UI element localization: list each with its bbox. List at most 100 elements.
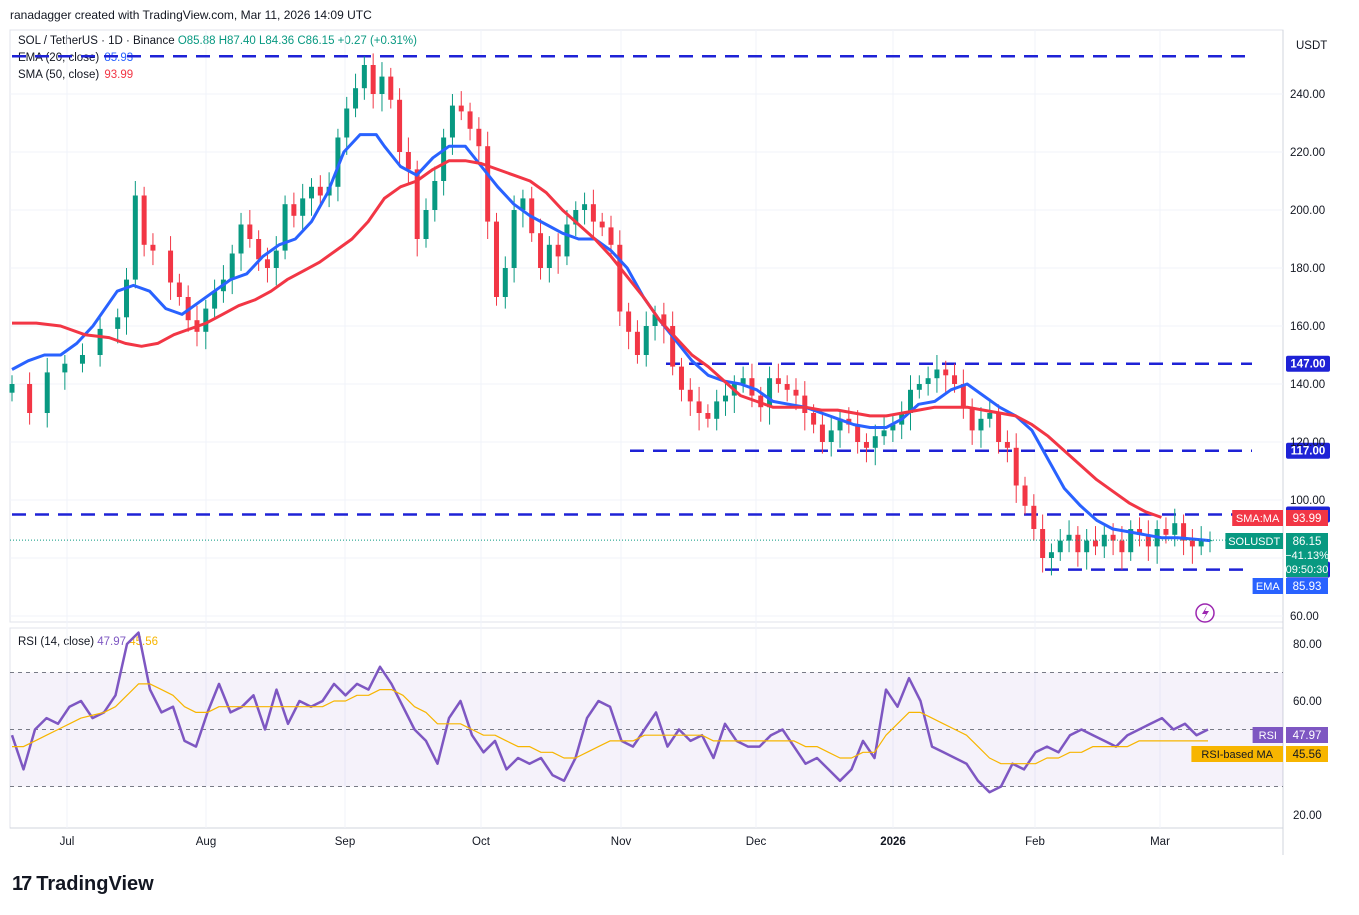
candle-body: [652, 314, 658, 326]
axis-labels: 60.00 80.00 100.00 120.00 140.00 160.00 180.00…: [60, 40, 1328, 848]
candle-body: [291, 204, 297, 216]
candle-body: [458, 105, 464, 112]
candle-body: [97, 328, 103, 355]
ema-tag-label: EMA: [1256, 581, 1281, 593]
level-tag-label: 147.00: [1290, 359, 1325, 371]
candle-body: [855, 424, 861, 442]
rsi-legend[interactable]: RSI (14, close) 47.97 45.56: [18, 636, 158, 648]
candle-body: [1013, 447, 1019, 486]
candle-body: [1040, 529, 1046, 558]
candle-body: [441, 137, 447, 181]
candle-body: [802, 395, 808, 413]
rsi-tag-value: 47.97: [1293, 730, 1322, 742]
sma-tag-label: SMA:MA: [1236, 513, 1280, 525]
candle-body: [379, 76, 385, 94]
ema-legend[interactable]: EMA (20, close) 85.93: [18, 52, 133, 64]
price-tick-label: 220.00: [1290, 147, 1325, 159]
candle-body: [599, 221, 605, 228]
rsi-tick-label: 20.00: [1293, 810, 1322, 822]
candle-body: [432, 181, 438, 210]
sma-tag-value-bg: [1286, 510, 1328, 526]
candle-body: [1172, 523, 1178, 535]
candle-body: [9, 384, 15, 393]
lightning-icon[interactable]: [1195, 603, 1215, 623]
candle-body: [168, 250, 174, 283]
candle-body: [661, 314, 667, 326]
attribution-text: ranadagger created with TradingView.com,…: [10, 8, 372, 22]
rsi-ma-line: [12, 683, 1208, 765]
tradingview-brand: TradingView: [36, 873, 154, 895]
candle-body: [229, 253, 235, 280]
candle-body: [872, 436, 878, 448]
candle-body: [784, 384, 790, 390]
candle-body: [714, 401, 720, 419]
candle-body: [335, 137, 341, 187]
candle-body: [388, 76, 394, 100]
candle-body: [678, 366, 684, 390]
last-price-tag-extra: −41.13%: [1285, 550, 1329, 562]
last-price-tag-value-bg: [1286, 533, 1328, 577]
candle-body: [670, 326, 676, 367]
candle-body: [300, 198, 306, 216]
candle-body: [705, 413, 711, 419]
candle-body: [1048, 552, 1054, 558]
currency-label: USDT: [1296, 40, 1327, 52]
candle-body: [467, 111, 473, 129]
sma-legend[interactable]: SMA (50, close) 93.99: [18, 69, 133, 81]
rsi-tag-value-bg: [1286, 727, 1328, 743]
candle-body: [502, 268, 508, 297]
candle-body: [969, 407, 975, 431]
candle-body: [344, 108, 350, 138]
rsi-ma-tag-label: RSI-based MA: [1201, 749, 1273, 761]
candle-body: [1092, 540, 1098, 547]
candle-body: [775, 378, 781, 384]
price-tick-label: 100.00: [1290, 495, 1325, 507]
candle-body: [361, 65, 367, 89]
candle-body: [247, 224, 253, 239]
rsi-tag-label: RSI: [1259, 730, 1277, 742]
rsi-line: [10, 631, 1209, 794]
candle-body: [573, 210, 579, 225]
rsi-lines: [10, 631, 1209, 794]
candle-body: [511, 210, 517, 268]
candle-body: [1137, 529, 1143, 535]
candle-body: [282, 204, 288, 251]
candle-body: [62, 363, 68, 373]
level-tag-bg: [1286, 442, 1330, 459]
tradingview-logo[interactable]: 17 TradingView: [12, 873, 154, 896]
rsi-ma-tag-value-bg: [1286, 746, 1328, 762]
sma-legend-value: 93.99: [104, 69, 134, 81]
candle-body: [141, 195, 147, 245]
sma-tag-value: 93.99: [1293, 513, 1322, 525]
candle-body: [837, 418, 843, 431]
time-tick-label: Oct: [472, 836, 491, 848]
ohlc-values: O85.88 H87.40 L84.36 C86.15 +0.27 (+0.31…: [177, 35, 417, 47]
candle-body: [617, 244, 623, 312]
candle-body: [264, 259, 270, 268]
candle-body: [793, 389, 799, 396]
time-tick-label: Feb: [1025, 836, 1045, 848]
candle-body: [925, 378, 931, 384]
sma-tag-label-bg: [1232, 510, 1283, 526]
candle-body: [212, 291, 218, 309]
candle-body: [273, 250, 279, 268]
ema-tag: EMA 85.93: [1252, 578, 1328, 594]
ema-legend-label: EMA (20, close): [18, 52, 100, 64]
last-price-tag-value: 86.15: [1293, 536, 1322, 548]
candle-body: [1075, 534, 1081, 553]
candle-body: [476, 128, 482, 147]
symbol-name[interactable]: SOL / TetherUS · 1D · Binance: [18, 35, 175, 47]
time-tick-label: Jul: [60, 836, 75, 848]
last-price-tag-label-bg: [1225, 533, 1283, 549]
candle-body: [520, 198, 526, 210]
candle-body: [1022, 485, 1028, 506]
candle-body: [1057, 540, 1063, 553]
candle-body: [405, 152, 411, 170]
price-tick-label: 120.00: [1290, 437, 1325, 449]
candles: [9, 53, 1213, 576]
candle-body: [696, 401, 702, 413]
candle-body: [881, 430, 887, 437]
candle-body: [370, 65, 376, 94]
